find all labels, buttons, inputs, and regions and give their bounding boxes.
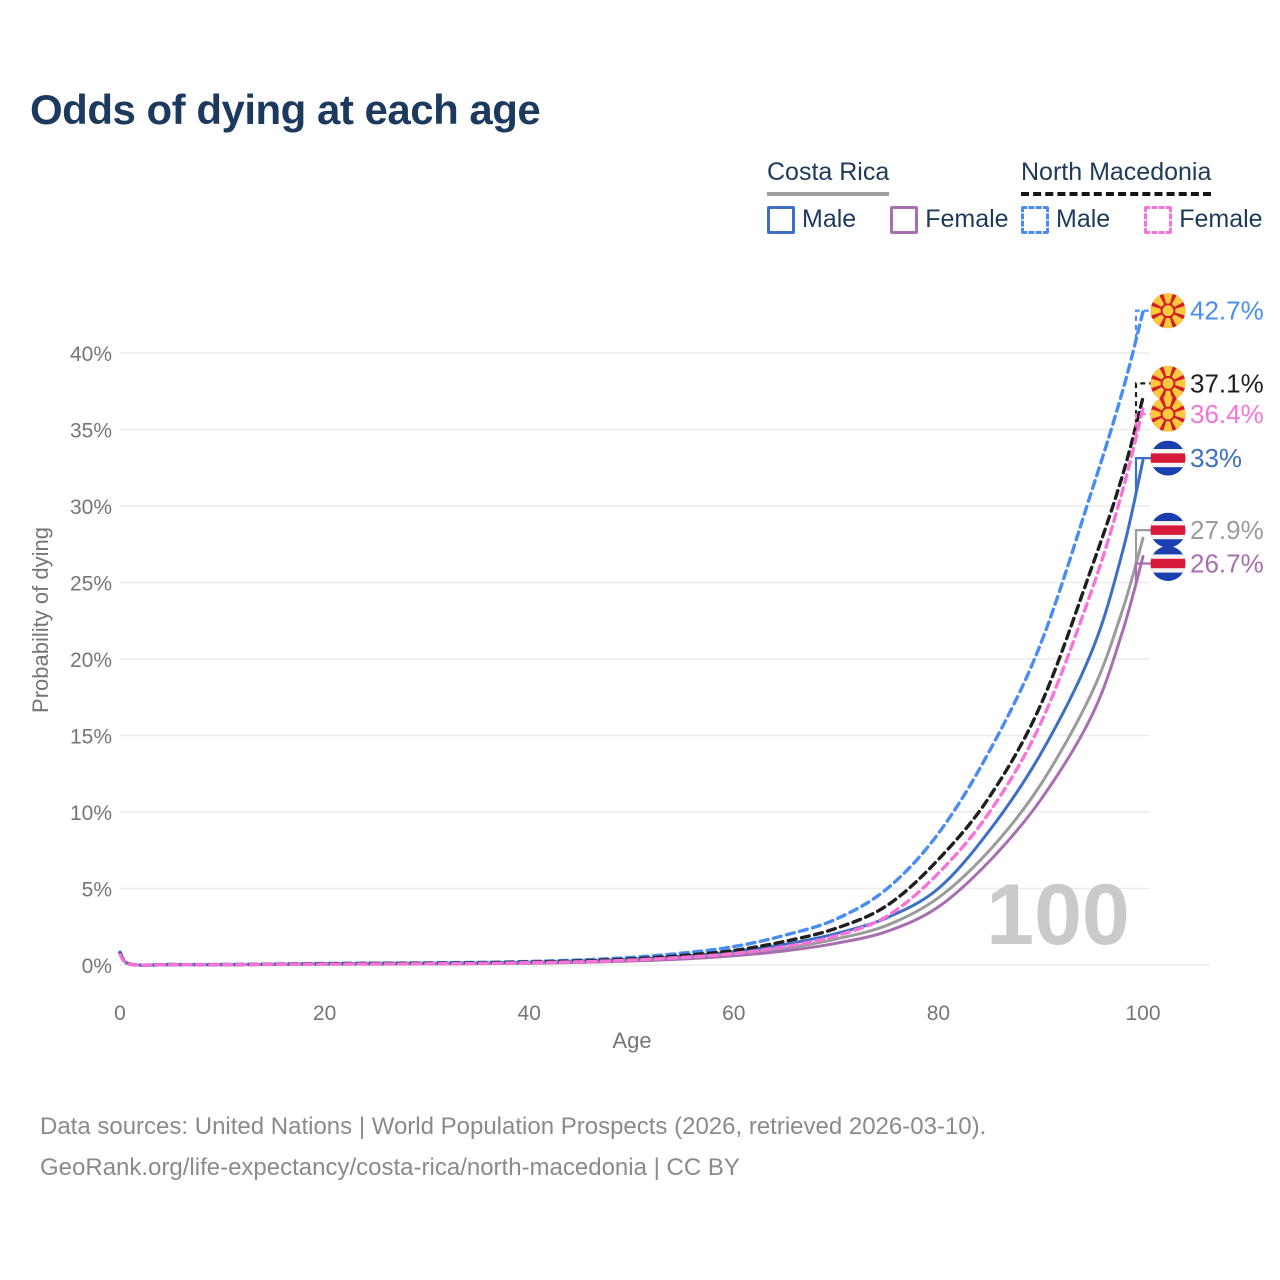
legend-label-male: Male: [1056, 205, 1111, 233]
y-tick-labels: 0% 5% 10% 15% 20% 25% 30% 35% 40%: [70, 343, 112, 978]
y-axis-title: Probability of dying: [28, 527, 53, 713]
label-connector: [1134, 412, 1151, 437]
legend-item-costa-rica-male[interactable]: Male: [767, 205, 856, 234]
end-label-costa-rica-female: 26.7%: [1134, 545, 1264, 583]
north-macedonia-female-swatch: [1144, 205, 1173, 234]
costa-rica-flag-icon: [1150, 545, 1186, 581]
end-label-north-macedonia-male: 42.7%: [1134, 293, 1264, 339]
y-tick-35: 35%: [70, 420, 112, 443]
x-tick-40: 40: [518, 1002, 541, 1025]
north-macedonia-male-swatch: [1021, 205, 1049, 234]
end-value-label: 33%: [1190, 443, 1242, 473]
legend-item-north-macedonia-female[interactable]: Female: [1144, 205, 1263, 234]
costa-rica-female-swatch: [890, 205, 919, 234]
x-tick-80: 80: [927, 1002, 950, 1025]
y-tick-5: 5%: [82, 879, 112, 902]
legend-label-female: Female: [925, 205, 1009, 233]
label-connector: [1134, 309, 1151, 339]
y-tick-20: 20%: [70, 649, 112, 672]
label-connector: [1134, 457, 1151, 492]
y-tick-25: 25%: [70, 573, 112, 596]
legend-item-costa-rica-female[interactable]: Female: [890, 205, 1009, 234]
series-end-labels: 33% 27.9%26.7% 42.7% 37.1%36.4%: [1134, 293, 1264, 583]
end-value-label: 27.9%: [1190, 515, 1264, 545]
north-macedonia-flag-icon: [1150, 396, 1186, 432]
y-tick-15: 15%: [70, 726, 112, 749]
legend-country-costa-rica[interactable]: Costa Rica: [767, 158, 890, 196]
north-macedonia-flag-icon: [1150, 293, 1186, 329]
end-label-costa-rica-both-sexes: 27.9%: [1134, 512, 1264, 563]
legend-item-north-macedonia-male[interactable]: Male: [1021, 205, 1110, 234]
y-tick-30: 30%: [70, 496, 112, 519]
x-tick-20: 20: [313, 1002, 336, 1025]
page-title: Odds of dying at each age: [30, 86, 541, 133]
end-value-label: 37.1%: [1190, 368, 1264, 398]
x-tick-100: 100: [1125, 1002, 1160, 1025]
costa-rica-male-swatch: [767, 205, 795, 234]
x-tick-0: 0: [114, 1002, 126, 1025]
chart-legend: Costa Rica Male Female North Macedonia M…: [0, 158, 1280, 248]
end-label-costa-rica-male: 33%: [1134, 440, 1242, 492]
y-tick-40: 40%: [70, 343, 112, 366]
label-connector: [1134, 562, 1151, 583]
footer: Data sources: United Nations | World Pop…: [40, 1106, 986, 1188]
end-label-north-macedonia-female: 36.4%: [1134, 396, 1264, 437]
y-tick-10: 10%: [70, 802, 112, 825]
line-north-macedonia-male: [118, 310, 1145, 967]
x-axis-title: Age: [612, 1028, 651, 1053]
end-label-north-macedonia-both-sexes: 37.1%: [1134, 365, 1264, 425]
costa-rica-flag-icon: [1150, 512, 1186, 548]
end-value-label: 26.7%: [1190, 548, 1264, 578]
legend-group-costa-rica: Costa Rica Male Female: [767, 158, 1009, 234]
legend-label-female: Female: [1179, 205, 1263, 233]
north-macedonia-flag-icon: [1150, 365, 1186, 401]
legend-country-north-macedonia[interactable]: North Macedonia: [1021, 158, 1212, 196]
label-connector: [1134, 382, 1151, 425]
age-watermark: 100: [986, 867, 1130, 963]
end-value-label: 36.4%: [1190, 399, 1264, 429]
costa-rica-flag-icon: [1150, 440, 1186, 476]
x-tick-60: 60: [722, 1002, 745, 1025]
footer-url-line: GeoRank.org/life-expectancy/costa-rica/n…: [40, 1154, 740, 1181]
legend-label-male: Male: [802, 205, 857, 233]
legend-group-north-macedonia: North Macedonia Male Female: [1021, 158, 1263, 234]
end-value-label: 42.7%: [1190, 296, 1264, 326]
y-tick-0: 0%: [82, 955, 112, 978]
series-lines: [118, 310, 1145, 967]
footer-source-line: Data sources: United Nations | World Pop…: [40, 1113, 987, 1140]
x-tick-labels: 0 20 40 60 80 100: [114, 1002, 1160, 1025]
line-north-macedonia-female: [118, 406, 1145, 967]
label-connector: [1134, 529, 1151, 563]
